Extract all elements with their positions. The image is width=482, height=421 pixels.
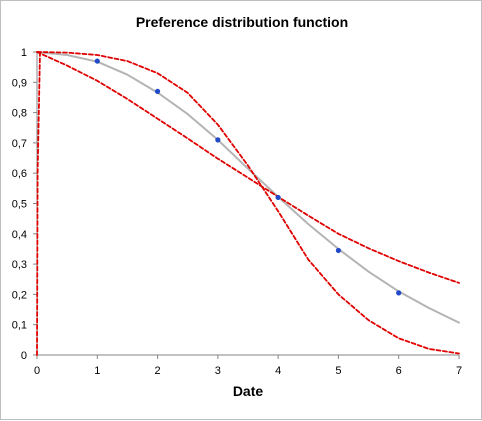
y-tick-label: 0,2 xyxy=(12,289,27,301)
x-tick-label: 1 xyxy=(94,365,100,377)
x-tick-label: 7 xyxy=(456,365,462,377)
y-tick-label: 0,7 xyxy=(12,138,27,150)
data-point xyxy=(94,58,100,64)
x-tick-label: 6 xyxy=(396,365,402,377)
y-tick-label: 0,9 xyxy=(12,77,27,89)
series-line-dashed xyxy=(36,51,41,356)
series-line-fit xyxy=(36,51,460,324)
data-point xyxy=(396,290,402,296)
y-tick-label: 1 xyxy=(21,47,27,59)
x-tick-label: 5 xyxy=(335,365,341,377)
y-tick-label: 0,8 xyxy=(12,108,27,120)
data-point xyxy=(275,194,281,201)
x-tick-label: 2 xyxy=(155,365,161,377)
x-axis-label: Date xyxy=(233,383,264,399)
y-tick-label: 0,3 xyxy=(12,259,27,271)
series-line-dashed xyxy=(36,51,460,355)
data-point xyxy=(215,137,221,143)
y-tick-label: 0 xyxy=(21,350,27,362)
y-tick-label: 0,4 xyxy=(12,229,27,241)
data-point xyxy=(335,247,342,254)
data-point xyxy=(154,88,161,94)
y-tick-label: 0,1 xyxy=(12,320,27,332)
chart-title: Preference distribution function xyxy=(136,14,348,30)
series-line-dashed xyxy=(36,51,460,284)
y-tick-label: 0,6 xyxy=(12,168,27,180)
x-tick-label: 3 xyxy=(215,365,221,377)
x-tick-label: 0 xyxy=(34,365,40,377)
y-tick-label: 0,5 xyxy=(12,199,27,211)
x-tick-label: 4 xyxy=(275,365,281,377)
